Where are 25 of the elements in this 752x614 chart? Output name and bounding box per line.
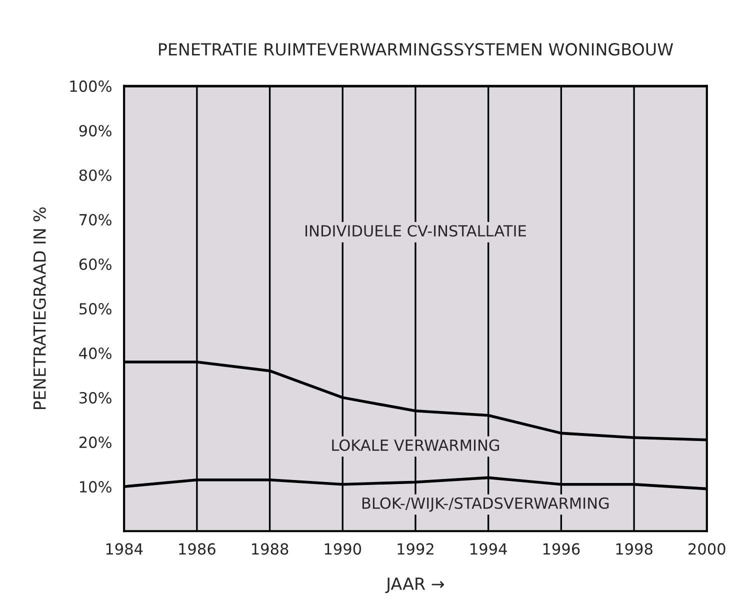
x-tick-label: 1986 bbox=[179, 543, 216, 555]
series-label: INDIVIDUELE CV-INSTALLATIE bbox=[306, 225, 526, 237]
x-tick-label: 1996 bbox=[543, 543, 580, 555]
x-tick-label: 2000 bbox=[688, 543, 726, 555]
y-tick-label: 80% bbox=[79, 169, 112, 182]
y-tick-label: 60% bbox=[79, 258, 112, 270]
x-tick-label: 1998 bbox=[616, 543, 652, 555]
y-axis-title: PENETRATIEGRAAD IN % bbox=[33, 207, 46, 409]
y-tick-label: 10% bbox=[80, 481, 112, 493]
y-tick-label: 100% bbox=[70, 80, 112, 92]
y-tick-label: 90% bbox=[79, 124, 112, 136]
x-tick-label: 1988 bbox=[252, 543, 288, 555]
x-axis-title: JAAR → bbox=[385, 578, 444, 594]
y-tick-label: 50% bbox=[79, 303, 112, 315]
x-tick-label: 1990 bbox=[324, 543, 362, 555]
y-tick-label: 70% bbox=[80, 214, 112, 226]
x-tick-label: 1984 bbox=[106, 543, 143, 555]
chart-title: PENETRATIE RUIMTEVERWARMINGSSYSTEMEN WONINGBOUW bbox=[159, 43, 674, 56]
series-label: BLOK-/WIJK-/STADSVERWARMING bbox=[362, 497, 609, 512]
x-tick-label: 1994 bbox=[470, 543, 507, 555]
series-label: LOKALE VERWARMING bbox=[332, 439, 500, 451]
y-tick-label: 30% bbox=[79, 392, 112, 404]
x-tick-label: 1992 bbox=[398, 543, 434, 555]
y-tick-label: 20% bbox=[79, 436, 112, 448]
y-tick-label: 40% bbox=[79, 348, 112, 360]
